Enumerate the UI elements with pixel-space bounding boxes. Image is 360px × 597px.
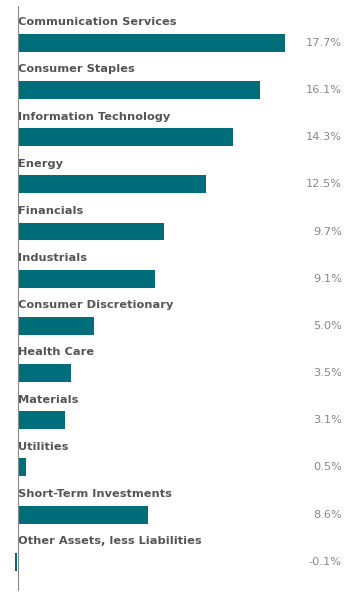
Text: Financials: Financials	[18, 206, 84, 216]
Text: Consumer Discretionary: Consumer Discretionary	[18, 300, 174, 310]
Text: 9.1%: 9.1%	[313, 273, 342, 284]
Bar	[18, 223, 164, 241]
Text: Energy: Energy	[18, 159, 63, 169]
Text: 3.5%: 3.5%	[313, 368, 342, 378]
Text: 14.3%: 14.3%	[306, 132, 342, 142]
Bar	[18, 411, 65, 429]
Bar	[18, 364, 71, 382]
Text: 0.5%: 0.5%	[313, 463, 342, 472]
Text: Communication Services: Communication Services	[18, 17, 177, 27]
Text: 16.1%: 16.1%	[306, 85, 342, 95]
Text: Health Care: Health Care	[18, 347, 94, 358]
Bar	[18, 317, 94, 335]
Bar	[18, 270, 155, 288]
Bar	[15, 553, 17, 571]
Text: 12.5%: 12.5%	[306, 179, 342, 189]
Text: 8.6%: 8.6%	[313, 510, 342, 519]
Text: -0.1%: -0.1%	[309, 557, 342, 567]
Bar	[18, 81, 261, 99]
Text: 9.7%: 9.7%	[313, 226, 342, 236]
Text: Utilities: Utilities	[18, 442, 69, 452]
Text: Industrials: Industrials	[18, 253, 87, 263]
Text: 3.1%: 3.1%	[313, 416, 342, 425]
Text: 17.7%: 17.7%	[306, 38, 342, 48]
Text: Materials: Materials	[18, 395, 79, 405]
Text: 5.0%: 5.0%	[313, 321, 342, 331]
Text: Short-Term Investments: Short-Term Investments	[18, 489, 172, 499]
Bar	[18, 176, 206, 193]
Bar	[18, 128, 233, 146]
Bar	[18, 506, 148, 524]
Bar	[18, 458, 26, 476]
Text: Other Assets, less Liabilities: Other Assets, less Liabilities	[18, 536, 202, 546]
Text: Information Technology: Information Technology	[18, 112, 171, 122]
Text: Consumer Staples: Consumer Staples	[18, 64, 135, 75]
Bar	[18, 34, 284, 52]
